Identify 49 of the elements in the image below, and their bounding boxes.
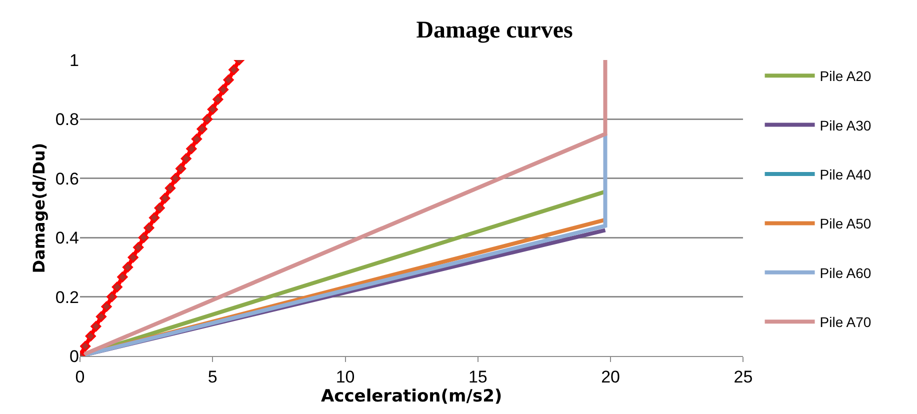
legend-label: Pile A60 <box>820 264 872 281</box>
point <box>164 182 176 194</box>
legend-label: Pile A40 <box>820 166 872 182</box>
point <box>186 144 197 154</box>
point <box>96 311 107 322</box>
point <box>122 262 134 272</box>
point <box>223 74 234 86</box>
point <box>207 104 218 115</box>
point <box>128 252 138 263</box>
x-tick-label: 25 <box>734 367 753 386</box>
point <box>170 173 181 184</box>
x-tick-label: 20 <box>601 367 620 386</box>
point <box>144 222 154 234</box>
y-tick-label: 0.6 <box>55 169 79 188</box>
y-tick-label: 0 <box>70 346 79 366</box>
point <box>176 163 186 174</box>
point <box>202 114 213 124</box>
x-tick-label: 10 <box>336 367 355 386</box>
y-tick-label: 1 <box>70 50 79 70</box>
point <box>160 192 170 204</box>
point <box>154 202 165 214</box>
y-tick-label: 0.2 <box>55 288 79 307</box>
point <box>106 292 118 302</box>
legend-label: Pile A30 <box>820 117 872 134</box>
point <box>212 94 224 105</box>
point <box>228 64 240 76</box>
chart-title: Damage curves <box>416 18 573 44</box>
legend-label: Pile A70 <box>820 314 872 330</box>
x-tick-label: 5 <box>208 367 218 386</box>
y-axis-title: Damage(d/Du) <box>29 142 48 274</box>
y-tick-label: 0.8 <box>55 110 79 130</box>
x-axis-title: Acceleration(m/s2) <box>321 386 502 406</box>
point <box>180 153 192 164</box>
point <box>80 340 91 352</box>
point <box>196 124 208 134</box>
point <box>117 272 128 282</box>
point <box>218 84 229 95</box>
legend-label: Pile A50 <box>820 216 872 232</box>
point <box>191 134 202 144</box>
point <box>85 330 96 342</box>
point <box>148 212 160 224</box>
point <box>112 282 122 292</box>
point <box>101 301 112 312</box>
legend-label: Pile A20 <box>820 68 872 84</box>
point <box>90 321 102 332</box>
x-tick-label: 15 <box>468 367 488 386</box>
point <box>138 232 149 243</box>
point <box>133 242 144 253</box>
y-tick-label: 0.4 <box>55 228 79 248</box>
